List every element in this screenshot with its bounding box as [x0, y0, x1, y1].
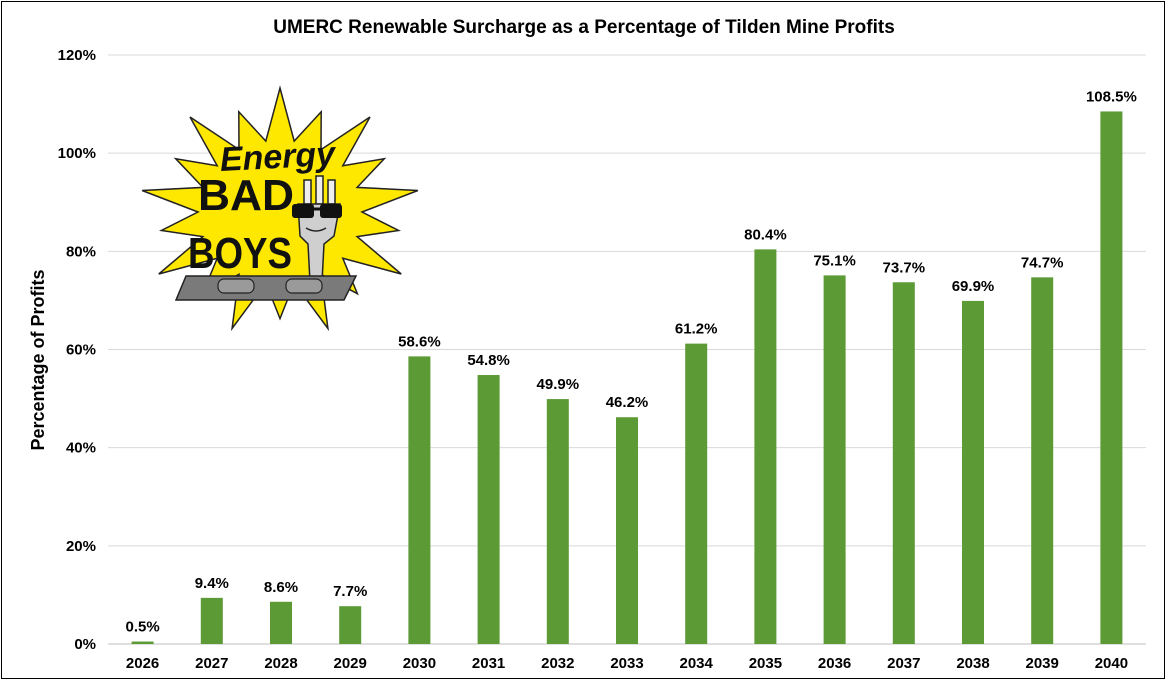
y-tick-labels: 0% 20% 40% 60% 80% 100% 120%	[58, 47, 96, 653]
x-tick-label: 2030	[403, 655, 436, 672]
y-tick-label: 0%	[74, 636, 96, 653]
bar	[270, 601, 292, 644]
bar	[408, 356, 431, 644]
x-tick-label: 2027	[195, 655, 228, 672]
bar	[546, 399, 569, 644]
x-tick-label: 2028	[264, 655, 297, 672]
bar	[892, 282, 915, 644]
data-label: 61.2%	[675, 321, 718, 338]
x-tick-label: 2033	[610, 655, 643, 672]
logo-line-1: Energy	[219, 135, 338, 179]
x-tick-label: 2031	[472, 655, 505, 672]
data-label: 74.7%	[1021, 254, 1064, 271]
bar	[131, 641, 154, 644]
bar	[477, 375, 500, 644]
logo-line-2: BAD	[198, 171, 294, 220]
bar	[962, 300, 984, 644]
plug-with-sunglasses-icon	[292, 175, 342, 283]
data-label: 58.6%	[398, 333, 441, 350]
x-tick-label: 2037	[887, 655, 920, 672]
chart-title: UMERC Renewable Surcharge as a Percentag…	[273, 17, 895, 38]
data-label: 7.7%	[333, 583, 367, 600]
logo-line-3: BOYS	[188, 229, 292, 278]
x-tick-label: 2032	[541, 655, 574, 672]
data-label: 46.2%	[606, 394, 649, 411]
bar	[339, 606, 362, 644]
starburst-shape	[141, 85, 419, 332]
bar	[200, 597, 223, 644]
data-label: 0.5%	[125, 619, 159, 636]
data-label: 69.9%	[952, 278, 995, 295]
data-label: 108.5%	[1086, 88, 1137, 105]
x-tick-label: 2036	[818, 655, 851, 672]
data-label: 8.6%	[264, 579, 298, 596]
y-tick-label: 100%	[58, 145, 96, 162]
y-tick-label: 20%	[66, 538, 96, 555]
bar	[754, 249, 777, 644]
bar	[1100, 111, 1123, 645]
y-axis-label: Percentage of Profits	[28, 269, 48, 450]
y-tick-label: 120%	[58, 47, 96, 64]
bar	[1031, 277, 1054, 644]
bar	[685, 343, 708, 644]
x-tick-label: 2038	[956, 655, 989, 672]
x-tick-label: 2029	[334, 655, 367, 672]
y-tick-label: 80%	[66, 243, 96, 260]
bar	[823, 275, 846, 644]
data-labels: 0.5% 9.4% 8.6% 7.7% 58.6% 54.8% 49.9% 46.2% 61.2…	[125, 88, 1136, 635]
x-tick-label: 2035	[749, 655, 782, 672]
data-label: 49.9%	[537, 376, 580, 393]
y-tick-label: 40%	[66, 440, 96, 457]
data-label: 9.4%	[195, 575, 229, 592]
x-tick-label: 2034	[680, 655, 714, 672]
bars	[131, 111, 1123, 645]
data-label: 75.1%	[813, 252, 856, 269]
x-tick-label: 2040	[1095, 655, 1128, 672]
x-tick-labels: 2026 2027 2028 2029 2030 2031 2032 2033 2034 2035…	[126, 655, 1128, 672]
bar	[616, 417, 638, 644]
data-label: 54.8%	[467, 352, 510, 369]
outlet-base-icon	[174, 275, 358, 301]
x-tick-label: 2026	[126, 655, 159, 672]
energy-bad-boys-logo: Energy BAD BOYS	[141, 85, 419, 332]
data-label: 80.4%	[744, 226, 787, 243]
x-tick-label: 2039	[1026, 655, 1059, 672]
data-label: 73.7%	[883, 259, 926, 276]
y-tick-label: 60%	[66, 342, 96, 359]
